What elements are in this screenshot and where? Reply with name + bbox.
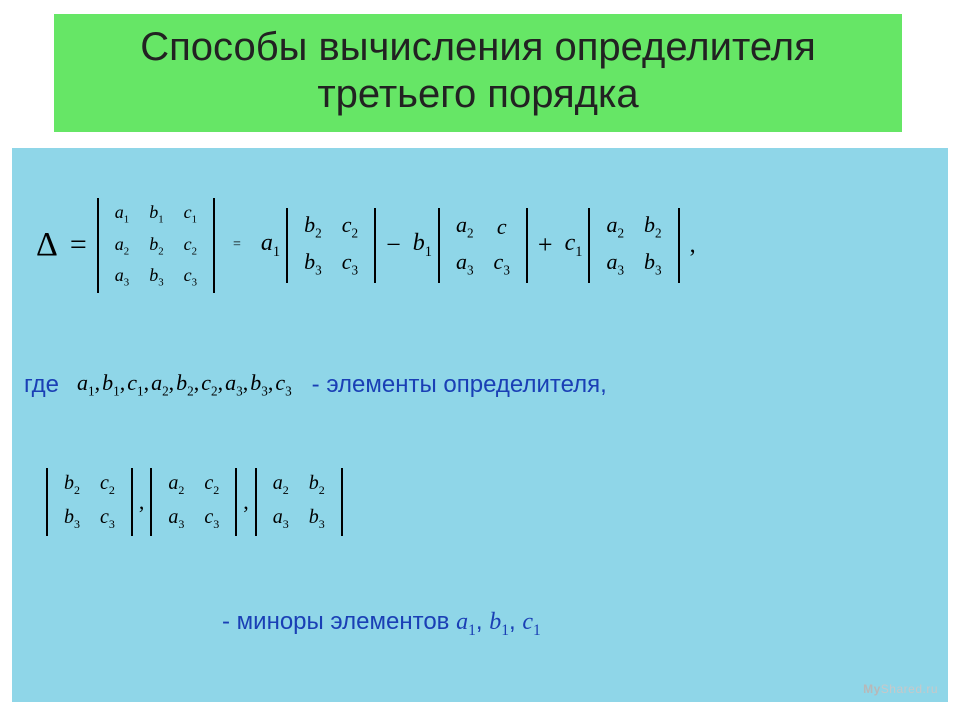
watermark-my: My (863, 682, 881, 696)
elements-list: a1,b1,c1,a2,b2,c2,a3,b3,c3 (77, 370, 292, 399)
watermark: MyShared.ru (863, 682, 938, 696)
elements-caption: - элементы определителя, (312, 371, 607, 399)
watermark-rest: Shared.ru (881, 682, 938, 696)
minors-row: b2c2b3c3,a2c2a3c3,a2b2a3b3 (42, 468, 347, 536)
determinant-expansion-formula: Δ=a1b1c1a2b2c2a3b3c3=a1b2c2b3c3−b1a2ca3c… (30, 198, 702, 293)
content-area: Δ=a1b1c1a2b2c2a3b3c3=a1b2c2b3c3−b1a2ca3c… (12, 148, 948, 702)
minors-caption-line: - миноры элементов a1, b1, c1 (222, 608, 541, 640)
slide-title: Способы вычисления определителя третьего… (54, 14, 902, 132)
slide: Способы вычисления определителя третьего… (0, 0, 960, 720)
elements-line: где a1,b1,c1,a2,b2,c2,a3,b3,c3 - элемент… (24, 370, 607, 399)
minors-caption: - миноры элементов a1, b1, c1 (222, 608, 541, 640)
where-label: где (24, 371, 59, 399)
